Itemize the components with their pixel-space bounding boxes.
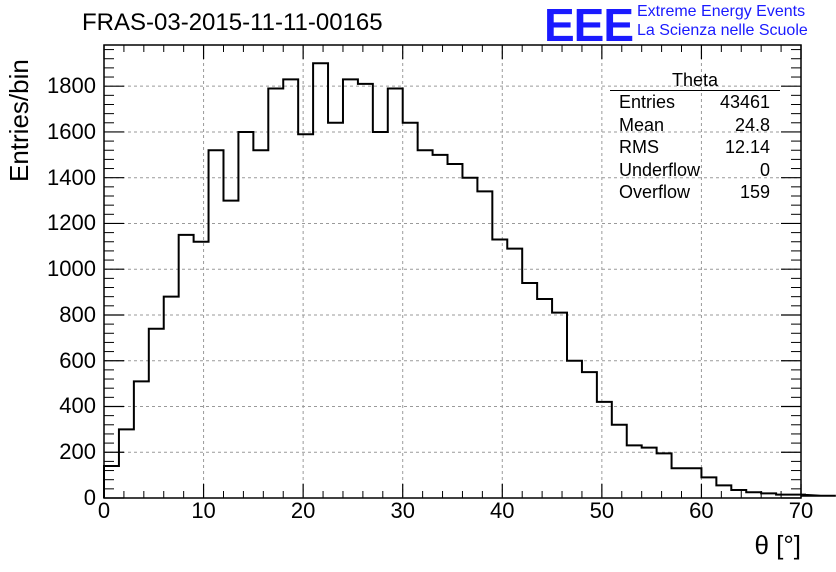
axis-ticks: [103, 45, 802, 499]
histogram-bin: [373, 132, 388, 498]
y-tick-label: 1400: [47, 164, 96, 190]
histogram-bin: [298, 134, 313, 498]
histogram-bin: [194, 242, 209, 498]
stats-row-overflow: Overflow 159: [610, 181, 780, 204]
histogram-bin: [522, 283, 537, 498]
histogram-bin: [149, 329, 164, 498]
histogram-bin: [268, 88, 283, 498]
chart-title: FRAS-03-2015-11-11-00165: [82, 9, 383, 36]
histogram-bin: [104, 466, 119, 498]
histogram-bin: [627, 445, 642, 498]
x-tick-label: 0: [97, 498, 111, 523]
stats-box: Theta Entries 43461 Mean 24.8 RMS 12.14 …: [610, 70, 780, 204]
plot-frame: [103, 44, 802, 499]
histogram-bin: [343, 79, 358, 498]
stats-row-underflow: Underflow 0: [610, 159, 780, 182]
stats-label: Underflow: [619, 159, 701, 180]
histogram-bin: [672, 468, 687, 498]
y-tick-label: 600: [59, 347, 96, 373]
y-tick-label: 800: [59, 301, 96, 327]
x-axis-label: θ [°]: [754, 530, 801, 560]
grid-lines: [104, 45, 801, 498]
histogram-bin: [597, 402, 612, 498]
x-tick-label: 40: [490, 498, 515, 523]
histogram-bin: [642, 448, 657, 498]
histogram-bin: [403, 123, 418, 498]
x-tick-label: 50: [589, 498, 615, 523]
histogram-bin: [462, 178, 477, 498]
stats-label: Mean: [619, 114, 665, 135]
histogram-bin: [701, 477, 716, 498]
stats-value: 12.14: [724, 137, 770, 157]
x-tick-label: 10: [191, 498, 216, 523]
histogram-bin: [209, 150, 224, 498]
histogram-bin: [388, 88, 403, 498]
stats-value: 159: [739, 182, 770, 202]
logo-line-2: La Scienza nelle Scuole: [637, 22, 808, 39]
histogram-bin: [507, 249, 522, 498]
histogram-bin: [328, 123, 343, 498]
histogram-bin: [119, 429, 134, 498]
stats-title: Theta: [610, 70, 780, 91]
histogram-outline: [103, 62, 836, 498]
histogram-bin: [477, 191, 492, 498]
y-tick-label: 1600: [47, 118, 96, 144]
histogram-bin: [134, 381, 149, 498]
stats-row-entries: Entries 43461: [610, 91, 780, 114]
x-tick-label: 70: [788, 498, 814, 523]
histogram-bars: [103, 62, 836, 498]
stats-value: 0: [759, 159, 770, 180]
histogram-bin: [567, 361, 582, 498]
histogram-bin: [657, 453, 672, 498]
stats-value: 43461: [719, 92, 770, 112]
logo-line-1: Extreme Energy Events: [637, 3, 806, 20]
stats-row-mean: Mean 24.8: [610, 114, 780, 137]
histogram-bin: [582, 372, 597, 498]
histogram-bin: [418, 150, 433, 498]
stats-row-rms: RMS 12.14: [610, 136, 780, 159]
x-tick-label: 30: [390, 498, 415, 523]
histogram-bin: [253, 150, 268, 498]
histogram-bin: [537, 299, 552, 498]
y-tick-label: 200: [59, 439, 96, 465]
y-tick-label: 1800: [47, 73, 96, 99]
x-tick-label: 60: [689, 498, 714, 523]
histogram-bin: [358, 84, 373, 498]
histogram-bin: [731, 490, 746, 498]
y-tick-label: 1000: [47, 256, 96, 282]
histogram-bin: [223, 201, 238, 498]
eee-logo: EEE: [544, 0, 634, 51]
y-tick-label: 1200: [47, 210, 96, 236]
histogram-bin: [716, 485, 731, 498]
stats-label: Entries: [619, 92, 676, 112]
x-tick-label: 20: [290, 498, 316, 523]
stats-label: RMS: [619, 137, 659, 157]
y-tick-label: 0: [83, 485, 96, 510]
histogram-bin: [448, 164, 463, 498]
histogram-bin: [283, 79, 298, 498]
stats-label: Overflow: [619, 182, 691, 202]
histogram-bin: [164, 297, 179, 498]
y-tick-label: 400: [59, 393, 96, 419]
histogram-bin: [433, 155, 448, 498]
histogram-bin: [686, 468, 701, 498]
histogram-bin: [552, 313, 567, 498]
histogram-bin: [492, 239, 507, 498]
histogram-bin: [612, 425, 627, 498]
stats-value: 24.8: [734, 114, 770, 135]
histogram-bin: [238, 132, 253, 498]
histogram-bin: [313, 63, 328, 498]
histogram-bin: [179, 235, 194, 498]
